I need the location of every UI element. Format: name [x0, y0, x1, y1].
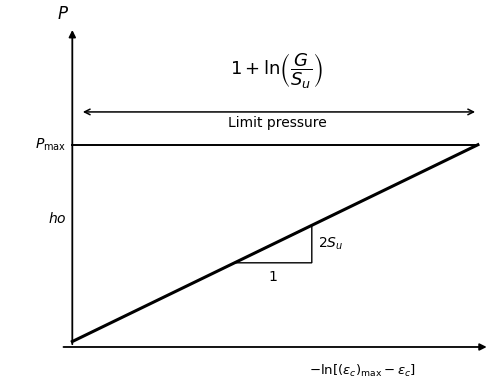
Text: $ho$: $ho$ — [48, 211, 66, 226]
Text: $P_{\mathrm{max}}$: $P_{\mathrm{max}}$ — [36, 136, 66, 153]
Text: Limit pressure: Limit pressure — [228, 116, 326, 130]
Text: $P$: $P$ — [56, 5, 68, 23]
Text: $-\ln[(\varepsilon_c)_{\mathrm{max}}-\varepsilon_c]$: $-\ln[(\varepsilon_c)_{\mathrm{max}}-\va… — [308, 363, 416, 379]
Text: $1+\ln\!\left(\dfrac{G}{S_u}\right)$: $1+\ln\!\left(\dfrac{G}{S_u}\right)$ — [230, 51, 324, 90]
Text: 1: 1 — [268, 271, 278, 285]
Text: $2S_u$: $2S_u$ — [318, 236, 343, 252]
